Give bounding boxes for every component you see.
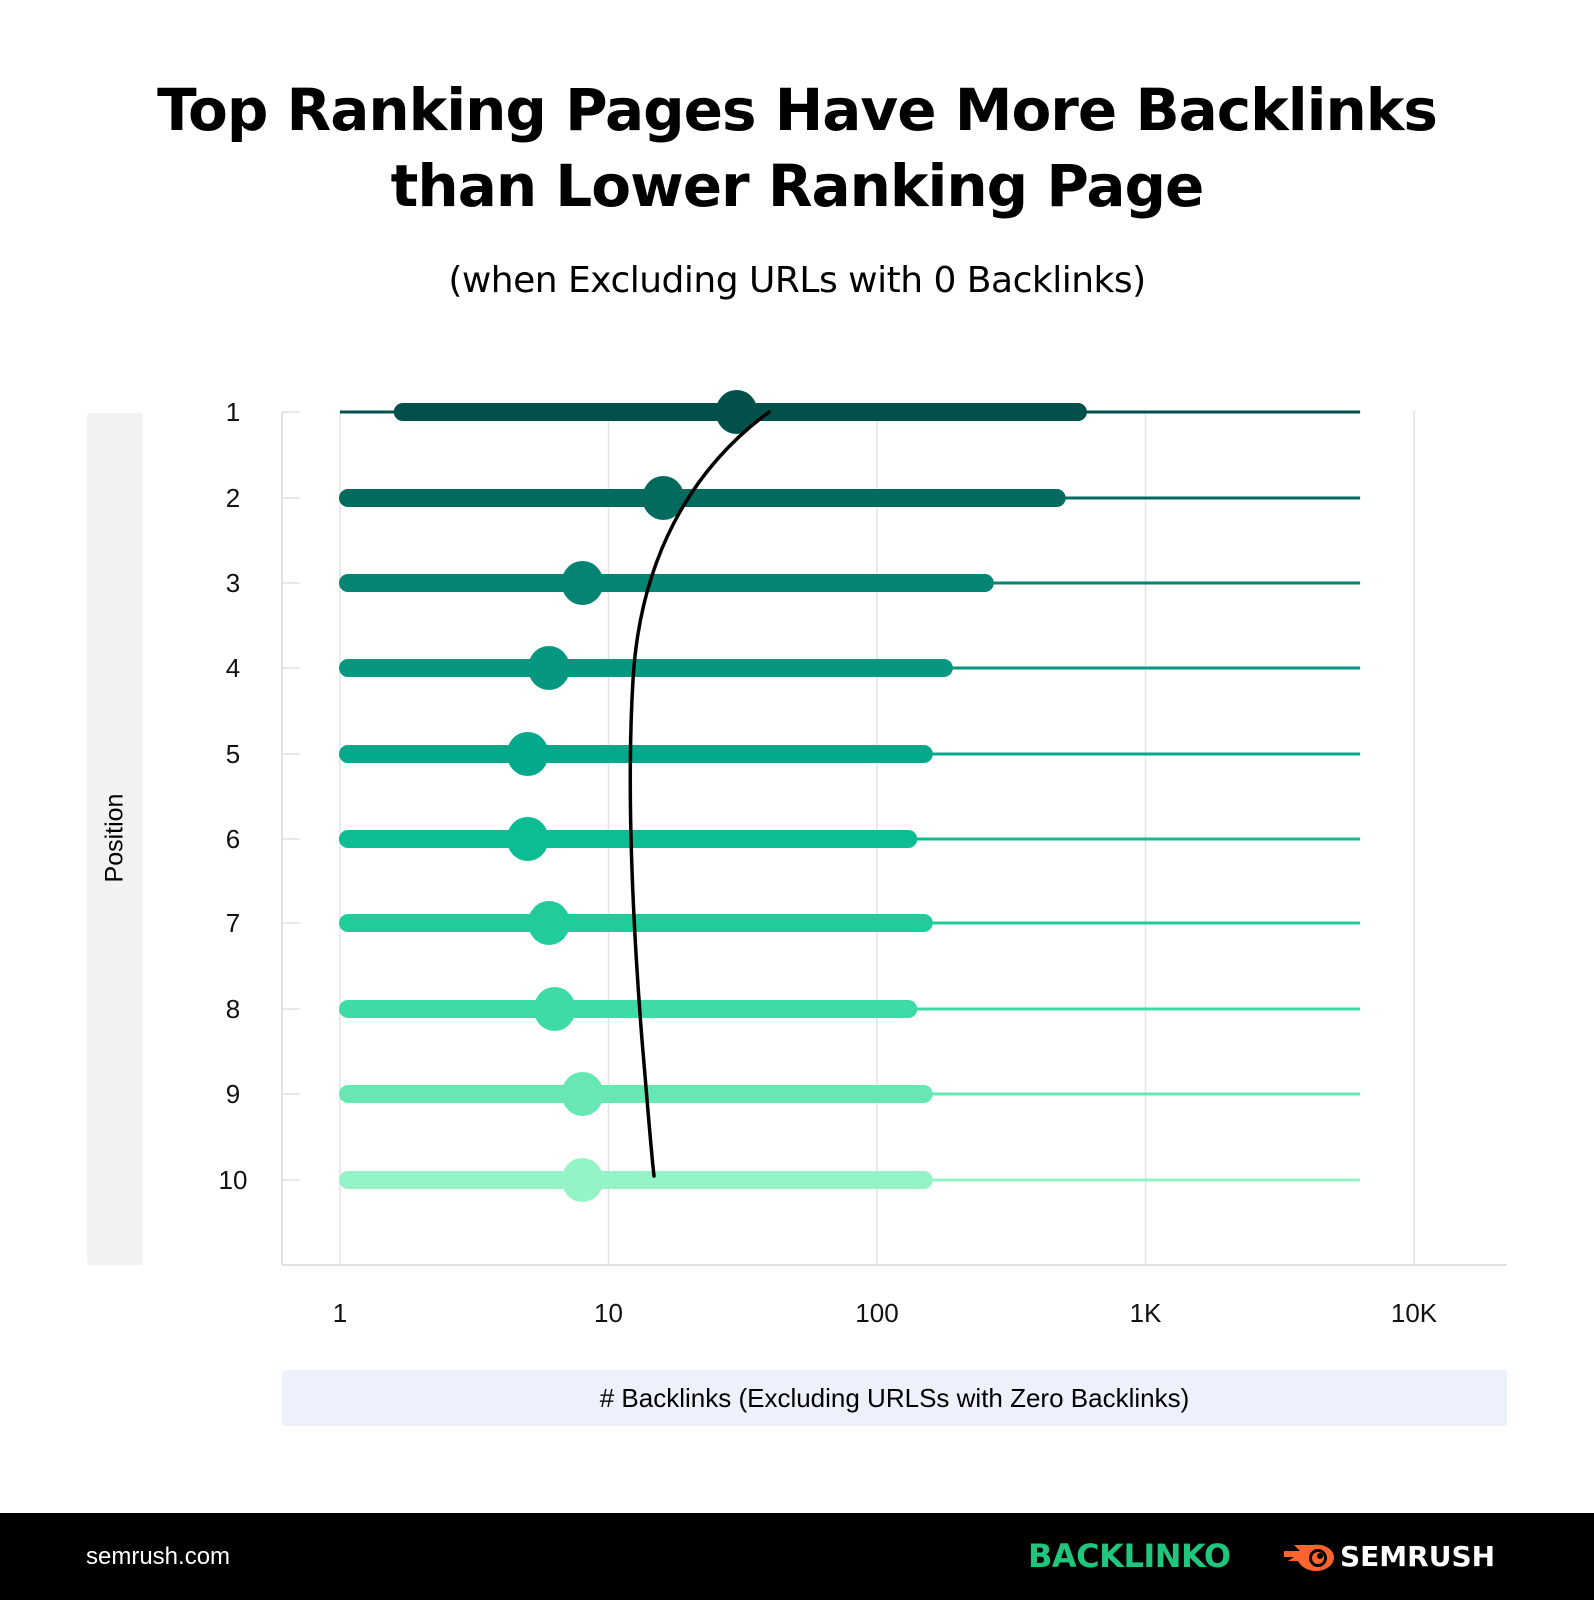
y-tick-label: 1 [226,397,240,427]
median-dot [561,561,604,605]
y-tick-label: 5 [226,739,240,769]
footer-site-link[interactable]: semrush.com [86,1543,231,1570]
y-tick-label: 4 [226,653,240,683]
x-tick-label: 1K [1130,1298,1162,1328]
chart-title-line1: Top Ranking Pages Have More Backlinks [157,76,1438,144]
median-dot [506,732,549,776]
semrush-fireball-icon [1284,1544,1334,1571]
x-tick-label: 1 [333,1298,347,1328]
y-tick-label: 8 [226,994,240,1024]
y-tick-label: 7 [226,908,240,938]
median-dot [527,901,570,945]
x-axis-label-box: # Backlinks (Excluding URLSs with Zero B… [282,1370,1507,1426]
x-tick-label: 100 [855,1298,898,1328]
median-dot [715,390,758,434]
y-tick-label: 3 [226,568,240,598]
y-tick-label: 6 [226,824,240,854]
semrush-logo: SEMRUSH [1340,1540,1496,1573]
median-dot [561,1072,604,1116]
chart-plot: 1 2 3 4 5 6 7 8 9 10 1 10 100 1K 10K [219,390,1507,1328]
y-tick-label: 10 [219,1165,248,1195]
chart-title-line2: than Lower Ranking Page [390,152,1205,220]
x-tick-label: 10 [594,1298,623,1328]
trend-curve-annotation [628,410,771,1178]
median-dot [506,817,549,861]
x-tick-label: 10K [1391,1298,1438,1328]
median-dot [561,1158,604,1202]
x-axis-label: # Backlinks (Excluding URLSs with Zero B… [599,1382,1190,1413]
backlinko-logo: BACKLINKO [1028,1537,1231,1575]
chart-title: Top Ranking Pages Have More Backlinks th… [0,72,1594,224]
median-dot [533,987,576,1031]
footer: semrush.com BACKLINKO SEMRUSH [0,1513,1594,1600]
median-dot [527,646,570,690]
median-dot [642,476,685,520]
y-axis-label-box [87,413,143,1265]
y-tick-label: 2 [226,483,240,513]
chart-subtitle: (when Excluding URLs with 0 Backlinks) [448,260,1146,301]
y-tick-label: 9 [226,1079,240,1109]
